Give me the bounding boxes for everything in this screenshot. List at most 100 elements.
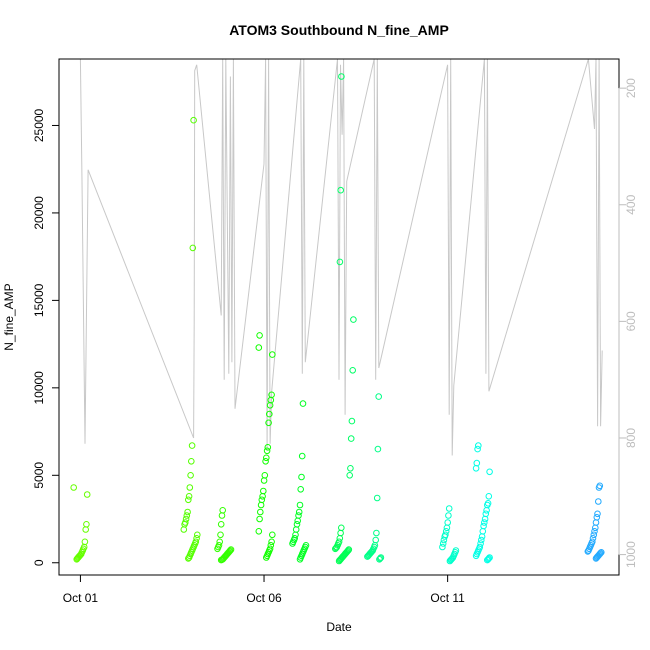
data-point	[337, 556, 344, 563]
data-point	[185, 554, 193, 561]
x-axis-label: Date	[326, 620, 352, 634]
data-point	[446, 557, 454, 565]
data-point	[185, 555, 192, 562]
data-point	[261, 472, 269, 479]
data-point	[267, 396, 275, 404]
data-point	[377, 554, 385, 561]
y2-tick-label: 1000	[624, 541, 638, 568]
data-point	[444, 519, 452, 526]
data-point	[593, 554, 601, 561]
y-tick-label: 5000	[32, 462, 46, 489]
data-point	[364, 552, 372, 560]
data-point	[265, 419, 272, 427]
data-point	[482, 510, 490, 518]
data-point	[595, 484, 603, 491]
data-point	[295, 508, 303, 516]
data-point	[481, 519, 488, 526]
data-point	[332, 544, 340, 552]
data-point	[256, 332, 263, 339]
data-point	[185, 496, 192, 504]
data-point	[299, 400, 307, 407]
data-point	[260, 487, 267, 495]
data-point	[443, 524, 451, 532]
data-point	[592, 524, 599, 532]
y2-series-layer	[79, 58, 603, 456]
data-point	[445, 505, 453, 512]
data-point	[593, 514, 601, 521]
data-point	[478, 536, 485, 544]
data-point	[266, 410, 273, 418]
y2-axis-right: 200 400 600 800 1000	[618, 78, 638, 568]
data-point	[74, 554, 82, 561]
data-point	[332, 545, 339, 553]
data-point	[474, 445, 481, 453]
data-point	[83, 521, 90, 528]
y2-series-line	[79, 58, 603, 456]
data-point	[483, 507, 490, 514]
data-point	[479, 528, 487, 535]
data-point	[190, 116, 197, 124]
data-point	[194, 531, 201, 539]
data-point	[448, 556, 455, 563]
data-point	[595, 498, 602, 505]
y2-tick-label: 200	[624, 78, 638, 98]
data-point	[478, 533, 486, 540]
data-point	[447, 556, 455, 564]
data-point	[262, 458, 269, 465]
data-point	[217, 521, 225, 528]
y2-tick-label: 400	[624, 194, 638, 214]
data-point	[298, 452, 306, 460]
data-point	[590, 531, 598, 539]
data-point	[255, 344, 263, 351]
data-point	[364, 553, 371, 560]
data-point	[485, 493, 493, 500]
data-point	[293, 521, 301, 528]
data-point	[83, 491, 91, 498]
data-point	[81, 538, 89, 546]
x-tick-label: Oct 06	[246, 591, 282, 605]
data-point	[70, 484, 77, 491]
data-point	[473, 459, 481, 467]
data-point	[82, 526, 89, 533]
data-point	[376, 555, 384, 562]
data-point	[269, 531, 276, 539]
data-point	[486, 468, 493, 476]
y-tick-label: 25000	[32, 108, 46, 142]
y2-tick-label: 800	[624, 428, 638, 448]
data-point	[187, 472, 194, 479]
data-point	[297, 486, 305, 493]
data-point	[296, 501, 304, 509]
data-point	[375, 393, 383, 400]
data-point	[349, 367, 357, 374]
data-point	[336, 258, 344, 266]
data-point	[185, 493, 193, 500]
y-tick-label: 0	[32, 559, 46, 566]
chart-title: ATOM3 Southbound N_fine_AMP	[229, 22, 449, 38]
data-point	[347, 435, 355, 442]
data-point	[337, 186, 345, 194]
data-point	[256, 515, 263, 523]
data-point	[263, 554, 270, 561]
data-point	[264, 444, 272, 451]
data-point	[296, 556, 304, 563]
y-axis-label: N_fine_AMP	[2, 283, 16, 350]
data-point	[188, 458, 195, 465]
data-point	[268, 538, 275, 546]
data-point	[584, 548, 592, 555]
x-axis: Oct 01 Oct 06 Oct 11	[63, 574, 465, 605]
y-axis: 0 5000 10000 15000 20000 25000	[32, 108, 60, 566]
data-point	[219, 507, 226, 514]
data-point	[484, 556, 491, 564]
data-point	[594, 553, 601, 560]
data-point	[257, 501, 265, 509]
data-point	[347, 465, 354, 472]
data-point	[592, 519, 600, 526]
y-tick-label: 10000	[32, 371, 46, 405]
data-point	[481, 515, 489, 523]
data-point	[74, 555, 81, 562]
data-point	[439, 540, 447, 547]
data-point	[336, 556, 344, 564]
data-point	[260, 477, 268, 484]
data-point	[365, 551, 373, 559]
